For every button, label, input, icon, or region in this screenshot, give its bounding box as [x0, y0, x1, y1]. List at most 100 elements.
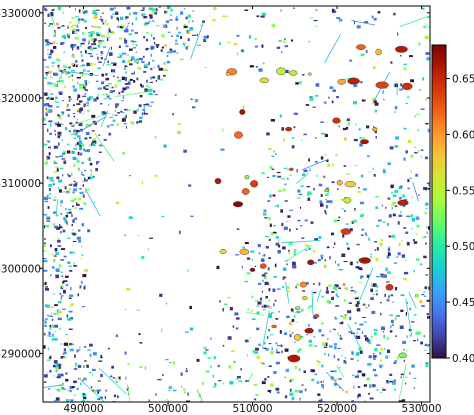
- raster-pixel: [79, 111, 81, 114]
- raster-hotspot: [219, 249, 227, 254]
- raster-pixel: [405, 103, 408, 105]
- raster-pixel: [118, 376, 121, 380]
- raster-pixel: [55, 42, 58, 44]
- raster-pixel: [132, 41, 137, 43]
- raster-pixel: [141, 256, 145, 259]
- raster-pixel: [400, 294, 405, 297]
- raster-pixel: [353, 385, 355, 389]
- raster-pixel: [314, 95, 319, 97]
- raster-pixel: [362, 213, 365, 216]
- raster-pixel: [86, 149, 90, 153]
- raster-pixel: [323, 346, 328, 348]
- raster-pixel: [119, 25, 124, 28]
- raster-pixel: [366, 234, 368, 237]
- raster-pixel: [344, 314, 348, 317]
- raster-pixel: [51, 312, 53, 316]
- raster-pixel: [261, 381, 266, 385]
- raster-pixel: [68, 211, 72, 214]
- raster-pixel: [359, 143, 363, 147]
- raster-pixel: [353, 21, 355, 25]
- raster-pixel: [389, 330, 393, 333]
- raster-pixel: [183, 25, 188, 28]
- raster-pixel: [73, 188, 78, 192]
- raster-pixel: [78, 122, 83, 127]
- x-tick-label: 490000: [64, 403, 104, 415]
- raster-pixel: [356, 243, 360, 246]
- raster-pixel: [53, 313, 57, 315]
- raster-pixel: [324, 210, 327, 213]
- raster-pixel: [210, 365, 212, 368]
- raster-pixel: [294, 365, 298, 369]
- raster-pixel: [263, 253, 265, 257]
- raster-pixel: [356, 332, 358, 334]
- raster-hotspot: [276, 67, 287, 75]
- raster-pixel: [145, 48, 148, 51]
- raster-pixel: [53, 171, 57, 173]
- raster-pixel: [170, 14, 172, 16]
- raster-pixel: [129, 12, 131, 16]
- raster-pixel: [187, 14, 191, 18]
- raster-pixel: [268, 306, 272, 309]
- raster-pixel: [405, 312, 407, 316]
- raster-pixel: [426, 207, 428, 210]
- raster-pixel: [255, 66, 258, 68]
- raster-linear-feature: [114, 91, 150, 97]
- raster-pixel: [333, 328, 336, 331]
- raster-pixel: [78, 140, 82, 144]
- raster-pixel: [277, 171, 281, 174]
- raster-pixel: [145, 22, 150, 25]
- raster-pixel: [393, 12, 396, 16]
- raster-pixel: [147, 89, 149, 92]
- raster-pixel: [59, 292, 61, 295]
- raster-pixel: [401, 240, 403, 242]
- raster-pixel: [49, 176, 54, 181]
- raster-linear-feature: [311, 291, 314, 318]
- raster-pixel: [106, 22, 109, 26]
- raster-pixel: [183, 45, 185, 47]
- raster-pixel: [388, 295, 390, 299]
- raster-pixel: [120, 110, 123, 113]
- raster-pixel: [359, 350, 363, 354]
- raster-pixel: [61, 248, 66, 250]
- raster-pixel: [101, 18, 103, 22]
- raster-pixel: [135, 44, 137, 47]
- raster-pixel: [63, 348, 66, 351]
- raster-pixel: [46, 220, 50, 222]
- raster-pixel: [366, 339, 371, 342]
- raster-pixel: [334, 345, 337, 350]
- raster-pixel: [289, 209, 294, 211]
- raster-pixel: [46, 372, 49, 374]
- raster-pixel: [88, 33, 92, 38]
- raster-pixel: [98, 151, 102, 153]
- raster-pixel: [124, 67, 126, 70]
- raster-pixel: [167, 31, 171, 33]
- raster-pixel: [55, 269, 60, 272]
- raster-pixel: [83, 202, 86, 204]
- raster-pixel: [95, 80, 99, 82]
- raster-pixel: [128, 216, 133, 220]
- raster-pixel: [100, 33, 102, 37]
- raster-pixel: [44, 374, 48, 378]
- raster-pixel: [87, 176, 92, 180]
- raster-pixel: [387, 252, 391, 256]
- y-tick-label: 4320000: [0, 93, 41, 105]
- raster-pixel: [56, 309, 60, 313]
- raster-pixel: [263, 209, 267, 212]
- raster-pixel: [73, 44, 76, 47]
- raster-hotspot: [372, 126, 378, 132]
- raster-pixel: [321, 295, 324, 298]
- raster-pixel: [62, 284, 64, 288]
- raster-pixel: [106, 64, 111, 66]
- raster-pixel: [279, 114, 282, 118]
- raster-pixel: [72, 63, 76, 67]
- raster-pixel: [384, 293, 386, 297]
- raster-pixel: [359, 136, 362, 140]
- raster-pixel: [394, 145, 399, 148]
- raster-pixel: [204, 39, 207, 41]
- raster-pixel: [50, 97, 54, 100]
- raster-pixel: [362, 99, 366, 102]
- raster-pixel: [373, 353, 375, 355]
- raster-pixel: [360, 81, 363, 84]
- raster-pixel: [236, 228, 240, 230]
- raster-pixel: [401, 254, 406, 258]
